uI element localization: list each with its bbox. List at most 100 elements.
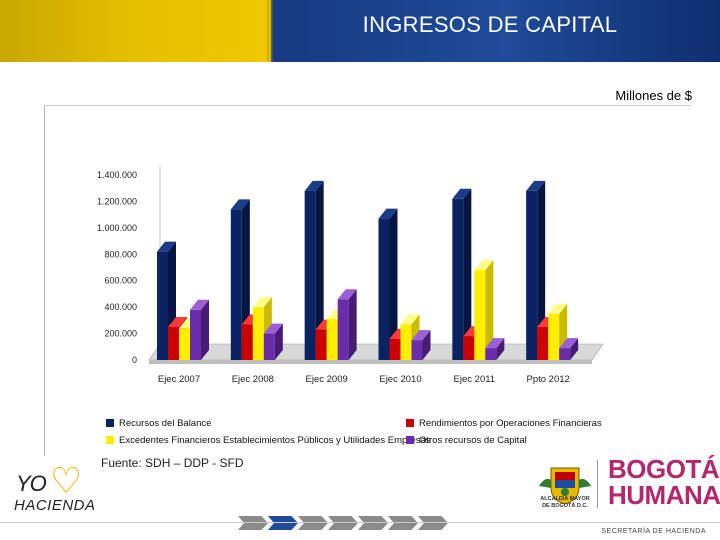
x-tick-label: Ejec 2008: [232, 374, 274, 385]
progress-step: [238, 516, 268, 530]
header-divider: [268, 0, 271, 62]
bar-side: [537, 180, 546, 360]
bar-side: [485, 260, 494, 360]
bar-top: [400, 314, 420, 325]
bar: [230, 209, 242, 360]
bar: [389, 338, 401, 360]
source-note: Fuente: SDH – DDP - SFD: [101, 456, 244, 470]
bar: [452, 198, 464, 360]
progress-step: [358, 516, 388, 530]
x-tick-label: Ejec 2010: [379, 374, 421, 385]
legend-swatch: [406, 419, 414, 428]
bar-top: [559, 338, 579, 349]
bar-top: [157, 241, 176, 252]
y-tick-label: 1.200.000: [97, 196, 137, 206]
legend-swatch: [106, 419, 114, 428]
bar-chart: 0 200.000 400.000 600.000 800.000 1.000.000 1.…: [97, 165, 604, 385]
legend-item-otros-recursos: Otros recursos de Capital: [406, 435, 527, 446]
bar: [400, 324, 412, 360]
page-title: INGRESOS DE CAPITAL: [362, 12, 618, 37]
progress-step: [298, 516, 328, 530]
bar-side: [570, 338, 579, 360]
bar: [474, 270, 486, 360]
bar-side: [496, 338, 505, 360]
bar: [179, 328, 190, 360]
bar-top: [526, 180, 546, 191]
bar: [252, 307, 264, 360]
y-tick-label: 800.000: [104, 249, 137, 259]
bar: [526, 190, 538, 360]
legend-label: Rendimientos por Operaciones Financieras: [419, 418, 602, 429]
bar-side: [315, 180, 324, 360]
bar-top: [190, 299, 209, 310]
bar: [463, 336, 475, 360]
header-banner: INGRESOS DE CAPITAL: [0, 0, 720, 62]
y-tick-label: 400.000: [104, 302, 137, 312]
bar: [378, 218, 390, 360]
bogota-crest-icon: [539, 467, 591, 505]
legend-label: Recursos del Balance: [119, 418, 212, 429]
bar: [263, 333, 275, 360]
bar-top: [452, 188, 472, 199]
y-tick-label: 200.000: [104, 329, 137, 339]
bar-top: [337, 289, 357, 300]
bar-top: [411, 330, 431, 341]
bar-top: [378, 208, 398, 219]
chart-frame: [44, 105, 691, 456]
bar-top: [485, 338, 505, 349]
x-tick-label: Ejec 2011: [454, 374, 496, 385]
alcaldia-label: ALCALDÍA MAYOR DE BOGOTÁ D.C.: [525, 496, 605, 510]
bar-side: [348, 289, 357, 360]
legend-item-recursos-balance: Recursos del Balance: [106, 418, 211, 429]
bar-top: [252, 297, 272, 308]
legend-swatch: [406, 436, 414, 445]
bar: [241, 324, 253, 360]
bar-top: [548, 303, 568, 314]
x-tick-label: Ejec 2007: [158, 374, 200, 385]
bar-top: [230, 199, 250, 210]
y-tick-label: 1.000.000: [97, 223, 137, 233]
bar-top: [474, 260, 494, 271]
units-label: Millones de $: [615, 88, 692, 103]
alcaldia-line2: DE BOGOTÁ D.C.: [542, 503, 588, 509]
bar-side: [201, 299, 209, 360]
y-tick-label: 0: [132, 355, 137, 365]
bar-top: [304, 180, 324, 191]
bar: [190, 309, 201, 360]
x-tick-label: Ejec 2009: [306, 374, 348, 385]
bar: [157, 251, 168, 360]
yo-hacienda-logo: YO ♡ HACIENDA: [12, 463, 102, 523]
bar: [548, 313, 560, 360]
bar: [168, 326, 179, 360]
bogota-logo-line1: BOGOTÁ: [608, 454, 720, 484]
bar: [537, 326, 549, 360]
legend-label: Excedentes Financieros Establecimientos …: [119, 435, 431, 446]
legend-label: Otros recursos de Capital: [419, 435, 527, 446]
logo-text-yo: YO: [16, 471, 47, 496]
legend-item-excedentes: Excedentes Financieros Establecimientos …: [106, 435, 431, 446]
bar-side: [463, 188, 472, 360]
bar-side: [389, 208, 398, 360]
legend-item-rendimientos: Rendimientos por Operaciones Financieras: [406, 418, 602, 429]
bogota-logo-line2: HUMANA: [608, 480, 720, 510]
footer-label: SECRETARÍA DE HACIENDA: [601, 528, 706, 535]
chart-floor-edge: [149, 360, 592, 364]
bar-side: [274, 323, 283, 360]
bar: [485, 348, 497, 360]
bar-side: [422, 330, 431, 360]
x-tick-label: Ppto 2012: [527, 374, 570, 385]
bar: [337, 299, 349, 360]
bar: [315, 329, 327, 360]
bar-top: [168, 316, 187, 327]
footer-divider: [0, 522, 720, 523]
heart-icon: ♡: [50, 460, 83, 501]
bar: [326, 319, 338, 360]
logo-divider: [597, 460, 598, 508]
legend-swatch: [106, 436, 114, 445]
bar: [559, 348, 571, 360]
bar: [304, 190, 316, 360]
y-tick-label: 1.400.000: [97, 170, 137, 180]
progress-step: [418, 516, 448, 530]
progress-step: [388, 516, 418, 530]
progress-step-active: [268, 516, 298, 530]
